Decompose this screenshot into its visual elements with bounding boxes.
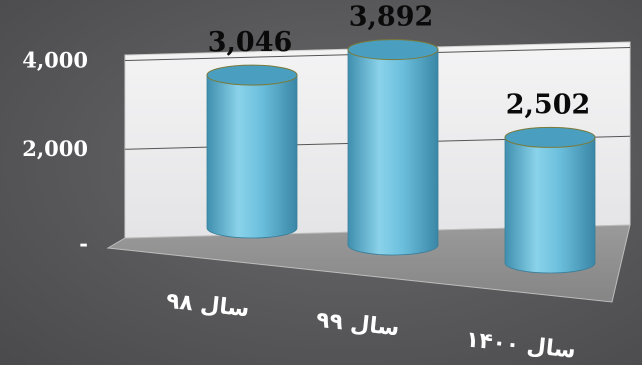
bar-top (504, 126, 596, 148)
x-tick-label: سال ۱۴۰۰ (464, 327, 576, 363)
bar-top (206, 64, 298, 86)
data-label: 3,892 (349, 2, 434, 33)
plot-floor (106, 224, 631, 303)
x-tick-label: سال ۹۹ (315, 308, 401, 342)
y-tick-label: 4,000 (22, 47, 88, 72)
y-axis: - 2,000 4,000 (22, 47, 88, 256)
bars (206, 39, 596, 274)
x-tick-label: سال ۹۸ (165, 289, 251, 323)
data-label: 3,046 (208, 27, 293, 58)
data-labels: 3,046 3,892 2,502 (208, 2, 591, 121)
x-axis: سال ۹۸ سال ۹۹ سال ۱۴۰۰ (165, 289, 577, 364)
y-tick-label: 2,000 (22, 136, 88, 161)
bar (504, 126, 596, 274)
bar-body (504, 137, 596, 274)
y-tick-label: - (79, 231, 88, 256)
bar-top (347, 39, 439, 61)
bar (206, 64, 298, 239)
data-label: 2,502 (506, 89, 591, 120)
bar-body (206, 74, 298, 239)
bar-body (347, 49, 439, 256)
bar (347, 39, 439, 256)
